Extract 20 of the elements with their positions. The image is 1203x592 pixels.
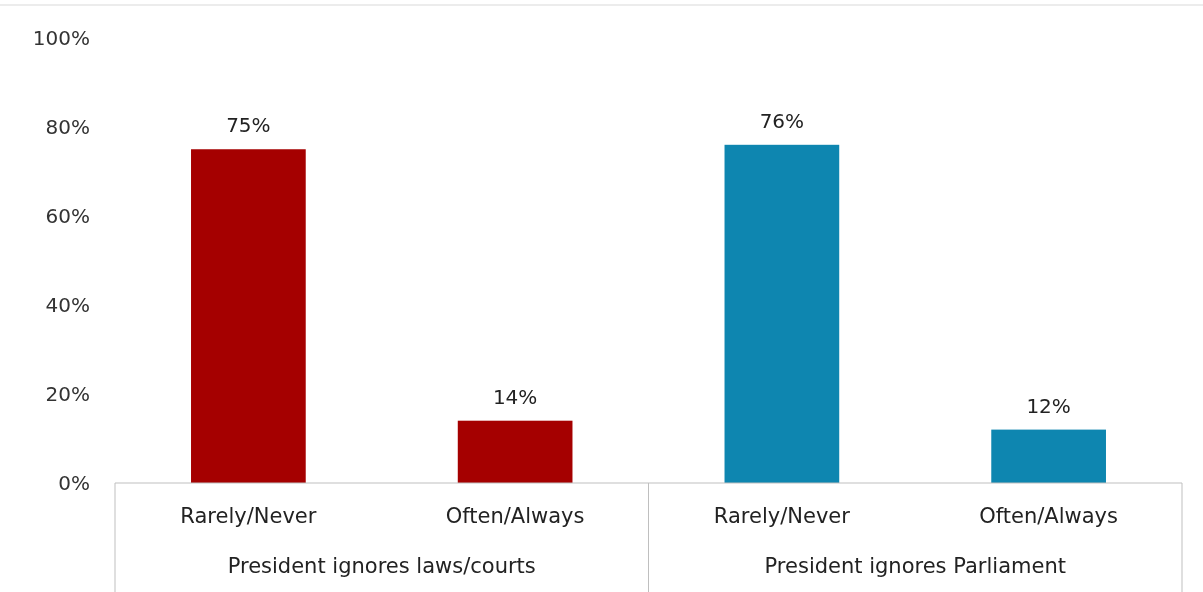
bar: [191, 149, 306, 483]
data-label: 12%: [1026, 393, 1071, 418]
x-tick-label: Often/Always: [979, 504, 1118, 529]
y-tick-label: 40%: [45, 293, 90, 317]
x-tick-label: Often/Always: [445, 504, 585, 529]
y-tick-label: 20%: [45, 382, 90, 406]
bar: [457, 420, 573, 483]
bar: [991, 429, 1106, 483]
x-tick-label: Rarely/Never: [180, 504, 317, 529]
data-label: 75%: [226, 113, 271, 138]
y-tick-label: 60%: [45, 204, 90, 228]
x-tick-label: Rarely/Never: [713, 504, 851, 529]
text: President ignores Parliament: [764, 554, 1066, 579]
y-tick-label: 80%: [45, 115, 90, 139]
y-tick-label: 0%: [58, 471, 90, 495]
data-label: 76%: [759, 108, 805, 133]
text: President ignores laws/courts: [227, 554, 536, 579]
y-tick-label: 100%: [32, 26, 90, 50]
bar: [724, 144, 840, 483]
data-label: 14%: [492, 384, 538, 409]
